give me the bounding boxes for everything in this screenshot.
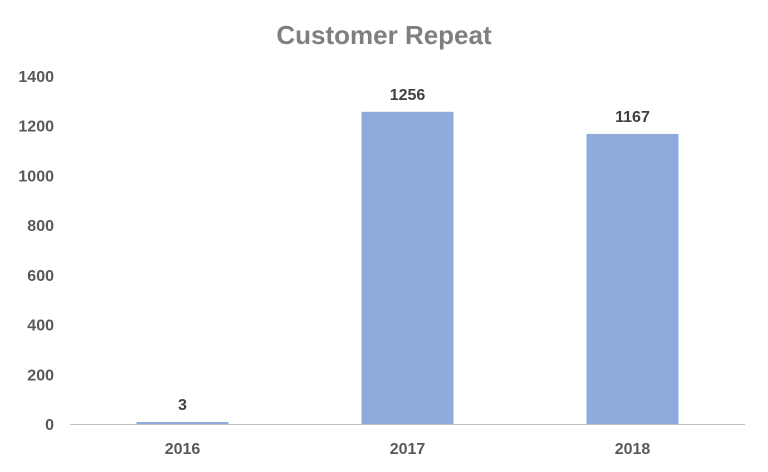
y-tick-label-1400: 1400 (18, 69, 54, 86)
data-label-2017: 1256 (390, 87, 426, 104)
y-tick-label-1200: 1200 (18, 119, 54, 136)
data-labels: 3 1256 1167 (178, 87, 650, 414)
chart-title: Customer Repeat (276, 20, 492, 50)
data-label-2016: 3 (178, 397, 187, 414)
x-tick-label-2016: 2016 (165, 441, 201, 458)
bar-2017 (361, 111, 454, 425)
y-axis-tick-labels: 0 200 400 600 800 1000 1200 1400 (18, 69, 54, 434)
bar-2016 (136, 422, 229, 424)
x-tick-label-2018: 2018 (615, 441, 651, 458)
bar-2018 (586, 133, 679, 424)
x-tick-label-2017: 2017 (390, 441, 426, 458)
data-label-2018: 1167 (615, 109, 650, 126)
y-tick-label-800: 800 (27, 218, 54, 235)
x-axis-tick-labels: 2016 2017 2018 (165, 441, 651, 458)
y-tick-label-600: 600 (27, 268, 54, 285)
y-tick-label-200: 200 (27, 367, 54, 384)
y-tick-label-400: 400 (27, 318, 54, 335)
y-tick-label-1000: 1000 (18, 168, 54, 185)
bar-series (136, 111, 679, 425)
y-tick-label-0: 0 (45, 417, 54, 434)
